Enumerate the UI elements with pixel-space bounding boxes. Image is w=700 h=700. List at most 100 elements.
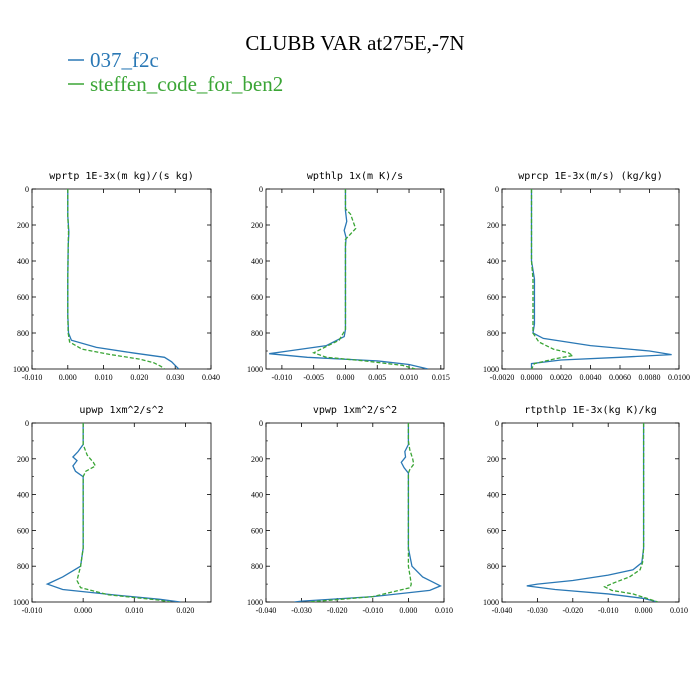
y-tick-label: 0 [495,185,499,194]
chart-panel-2: wpthlp 1x(m K)/s -0.010 -0.005 0.000 0.005 0.… [247,171,450,382]
panel-title: wprcp 1E-3x(m/s) (kg/kg) [518,171,663,182]
y-tick-label: 600 [17,526,29,535]
series-line-2 [76,423,171,602]
series-line-2 [603,423,658,602]
x-tick-label: -0.040 [256,606,277,615]
legend-label-series-2: steffen_code_for_ben2 [90,72,283,96]
x-tick-label: 0.010 [435,606,453,615]
plot-frame [265,422,445,603]
x-tick-label: -0.0020 [490,373,515,382]
x-tick-label: 0.0080 [639,373,661,382]
x-tick-label: 0.010 [400,373,418,382]
y-tick-label: 600 [487,526,499,535]
chart-panel-3: wprcp 1E-3x(m/s) (kg/kg) -0.0020 0.0000 0.0… [483,171,690,382]
series-line-2 [312,189,416,369]
panel-grid: wprtp 1E-3x(m kg)/(s kg) -0.010 0.000 0.010… [13,171,690,615]
y-tick-label: 400 [251,257,263,266]
y-tick-label: 0 [25,185,29,194]
x-tick-label: 0.010 [95,373,113,382]
x-tick-label: -0.010 [362,606,383,615]
y-tick-label: 600 [17,293,29,302]
x-tick-label: 0.010 [670,606,688,615]
y-tick-label: 0 [495,419,499,428]
series-line-1 [526,423,658,602]
x-tick-label: -0.005 [303,373,324,382]
plot-frame [501,422,680,603]
x-tick-label: 0.0020 [550,373,572,382]
y-tick-label: 0 [25,419,29,428]
x-tick-label: 0.0100 [668,373,690,382]
series-line-1 [294,423,442,602]
y-tick-label: 800 [487,562,499,571]
x-tick-label: 0.0040 [580,373,602,382]
x-tick-label: -0.010 [22,606,43,615]
plot-frame [501,188,680,370]
y-tick-label: 200 [487,455,499,464]
panel-title: rtpthlp 1E-3x(kg K)/kg [524,405,656,416]
series-line-1 [530,189,672,369]
y-tick-label: 600 [251,293,263,302]
panel-title: wpthlp 1x(m K)/s [307,171,403,182]
y-tick-label: 400 [251,491,263,500]
x-tick-label: -0.030 [527,606,548,615]
panel-title: upwp 1xm^2/s^2 [79,405,163,416]
x-tick-label: 0.0000 [521,373,543,382]
x-tick-label: 0.020 [130,373,148,382]
plot-frame [31,422,212,603]
chart-panel-6: rtpthlp 1E-3x(kg K)/kg -0.040 -0.030 -0.020… [483,405,688,615]
y-tick-label: 600 [487,293,499,302]
y-tick-label: 400 [17,491,29,500]
x-tick-label: 0.030 [166,373,184,382]
x-tick-label: 0.000 [336,373,354,382]
x-tick-label: -0.020 [562,606,583,615]
x-tick-label: 0.020 [176,606,194,615]
x-tick-label: -0.010 [598,606,619,615]
y-tick-label: 1000 [13,598,29,607]
x-tick-label: 0.000 [635,606,653,615]
panel-title: vpwp 1xm^2/s^2 [313,405,397,416]
x-tick-label: -0.030 [291,606,312,615]
x-tick-label: 0.000 [399,606,417,615]
series-line-1 [67,189,180,369]
y-tick-label: 1000 [483,365,499,374]
series-line-1 [45,423,181,602]
y-tick-label: 400 [487,491,499,500]
x-tick-label: 0.040 [202,373,220,382]
y-tick-label: 200 [17,221,29,230]
y-tick-label: 800 [487,329,499,338]
y-tick-label: 400 [487,257,499,266]
y-tick-label: 800 [251,329,263,338]
y-tick-label: 1000 [483,598,499,607]
x-tick-label: -0.020 [327,606,348,615]
y-tick-label: 800 [251,562,263,571]
y-tick-label: 0 [259,419,263,428]
x-tick-label: -0.010 [22,373,43,382]
series-line-2 [530,189,575,369]
chart-panel-1: wprtp 1E-3x(m kg)/(s kg) -0.010 0.000 0.010… [13,171,220,382]
y-tick-label: 800 [17,329,29,338]
panel-title: wprtp 1E-3x(m kg)/(s kg) [49,171,194,182]
plot-frame [265,188,445,370]
y-tick-label: 200 [251,221,263,230]
legend-label-series-1: 037_f2c [90,48,159,72]
x-tick-label: -0.040 [492,606,513,615]
series-line-2 [67,189,165,369]
y-tick-label: 600 [251,526,263,535]
y-tick-label: 1000 [13,365,29,374]
chart-panel-4: upwp 1xm^2/s^2 -0.010 0.000 0.010 0.020 0 200 4… [13,405,212,615]
x-tick-label: 0.000 [74,606,92,615]
x-tick-label: -0.010 [272,373,293,382]
x-tick-label: 0.000 [59,373,77,382]
x-tick-label: 0.005 [368,373,386,382]
x-tick-label: 0.015 [432,373,450,382]
y-tick-label: 400 [17,257,29,266]
y-tick-label: 200 [487,221,499,230]
y-tick-label: 0 [259,185,263,194]
series-line-1 [269,189,429,369]
y-tick-label: 200 [17,455,29,464]
y-tick-label: 1000 [247,598,263,607]
x-tick-label: 0.0060 [609,373,631,382]
plot-frame [31,188,212,370]
y-tick-label: 800 [17,562,29,571]
